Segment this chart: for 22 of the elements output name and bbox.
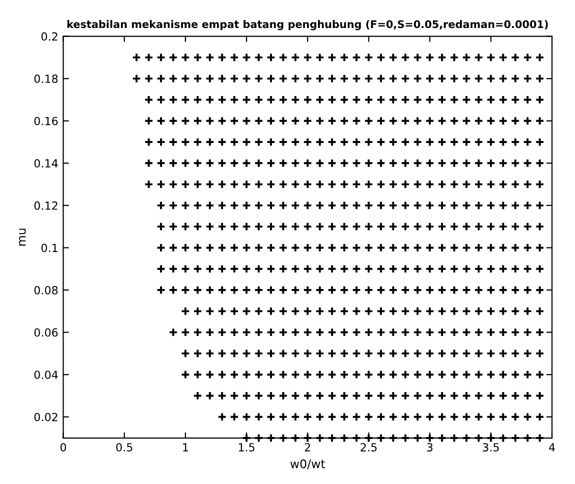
y-axis-title: mu — [19, 228, 26, 246]
y-tick-label: 0.14 — [34, 159, 58, 168]
y-tick-label: 0.18 — [34, 74, 58, 83]
y-tick-label: 0.06 — [34, 328, 58, 337]
x-tick-label: 1 — [183, 443, 188, 452]
y-tick-label: 0.02 — [34, 412, 58, 422]
x-axis-title: w0/wt — [290, 459, 326, 470]
y-tick-label: 0.1 — [41, 244, 58, 252]
chart-title: kestabilan mekanisme empat batang penghubung (F=0,S=0.05,redaman=0.0001) — [67, 20, 548, 30]
y-tick-label: 0.08 — [34, 286, 58, 294]
x-tick-label: 1.5 — [238, 443, 254, 452]
y-tick-label: 0.04 — [34, 370, 58, 379]
x-tick-label: 0 — [60, 443, 66, 452]
x-tick-label: 2 — [304, 443, 310, 452]
x-tick-label: 3 — [427, 443, 432, 452]
x-tick-label: 2.5 — [360, 443, 377, 452]
y-tick-label: 0.12 — [34, 201, 58, 210]
x-tick-label: 4 — [549, 443, 555, 452]
x-tick-label: 0.5 — [116, 443, 132, 452]
y-tick-label: 0.2 — [41, 32, 58, 41]
x-tick-label: 3.5 — [482, 443, 499, 452]
y-tick-label: 0.16 — [34, 116, 58, 126]
